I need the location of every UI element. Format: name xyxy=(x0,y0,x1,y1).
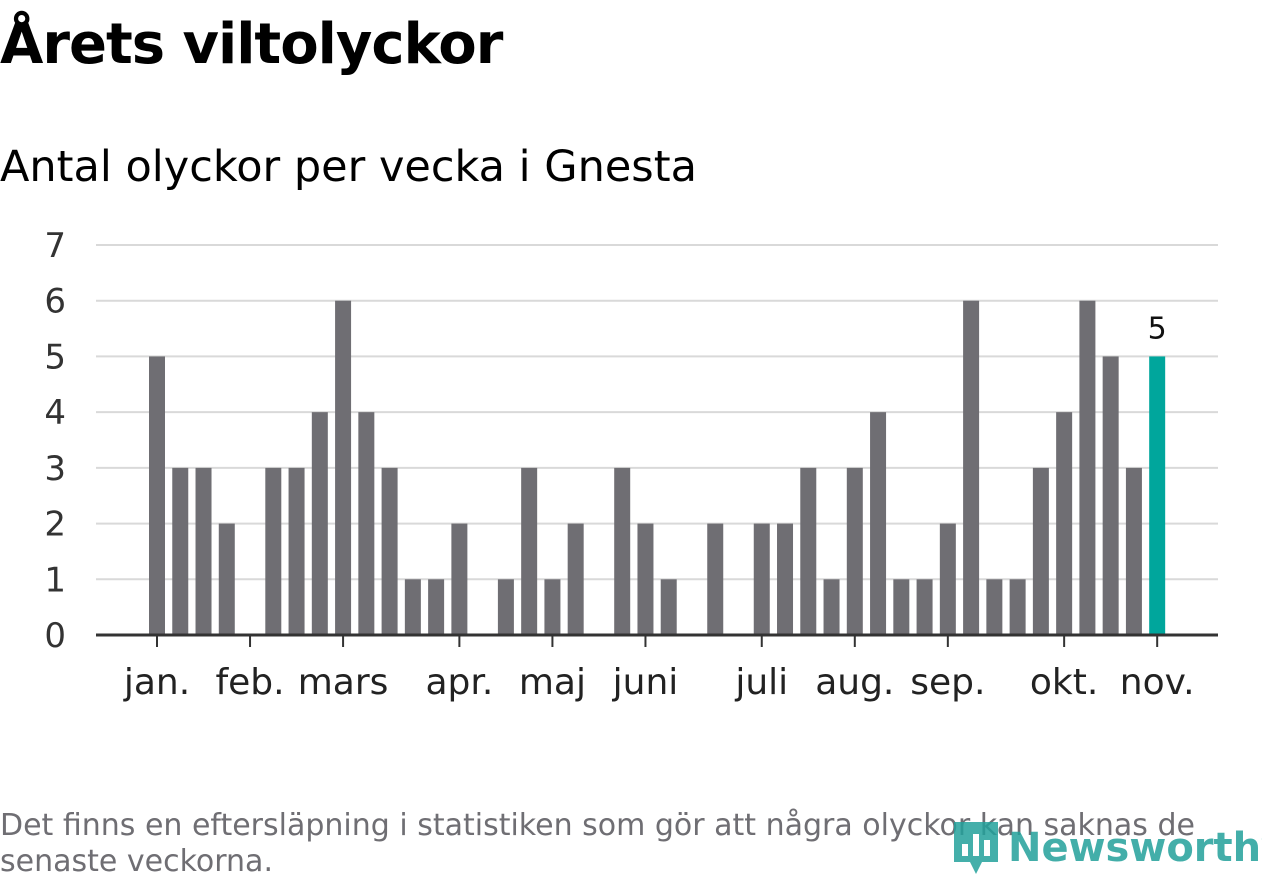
bar-week-1 xyxy=(149,356,165,635)
x-tick-label-0: jan. xyxy=(123,662,190,703)
chart-subtitle: Antal olyckor per vecka i Gnesta xyxy=(0,142,697,192)
bar-week-27 xyxy=(753,523,770,635)
bar-week-42 xyxy=(1102,356,1119,635)
bar-week-29 xyxy=(800,467,817,635)
bar-week-23 xyxy=(660,579,677,635)
bar-week-4 xyxy=(218,523,235,635)
x-tick-label-5: juni xyxy=(612,662,679,703)
bar-week-35 xyxy=(939,523,956,635)
bar-week-25 xyxy=(707,523,724,635)
bar-week-21 xyxy=(614,467,631,635)
bar-chart-pin-icon xyxy=(954,822,998,874)
last-value-label: 5 xyxy=(1148,311,1167,346)
x-tick-label-7: aug. xyxy=(815,662,894,703)
x-tick-label-3: apr. xyxy=(425,662,493,703)
bar-week-31 xyxy=(846,467,863,635)
bar-week-34 xyxy=(916,579,933,635)
bar-week-28 xyxy=(777,523,794,635)
chart-title: Årets viltolyckor xyxy=(0,12,503,77)
newsworthy-logo: Newsworthy xyxy=(950,818,1262,878)
bar-week-18 xyxy=(544,579,561,635)
x-tick-label-6: juli xyxy=(734,662,788,703)
data-labels: 5 xyxy=(1148,311,1167,346)
y-axis-ticks: 0 1 2 3 4 5 6 7 xyxy=(44,226,66,656)
bar-week-13 xyxy=(428,579,445,635)
bar-week-12 xyxy=(404,579,421,635)
bar-week-17 xyxy=(521,467,538,635)
y-tick-label-3: 3 xyxy=(44,449,66,489)
bar-week-11 xyxy=(381,467,398,635)
bar-week-38 xyxy=(1009,579,1026,635)
bar-week-14 xyxy=(451,523,468,635)
bar-week-43 xyxy=(1125,467,1142,635)
bar-week-6 xyxy=(265,467,282,635)
x-tick-label-1: feb. xyxy=(215,662,284,703)
bars xyxy=(149,300,1166,635)
y-tick-label-6: 6 xyxy=(44,282,66,322)
x-tick-label-4: maj xyxy=(519,662,586,703)
bar-week-36 xyxy=(963,300,980,635)
bar-week-37 xyxy=(986,579,1003,635)
bar-week-7 xyxy=(288,467,305,635)
bar-week-30 xyxy=(823,579,840,635)
bar-week-9 xyxy=(335,300,352,635)
y-tick-label-4: 4 xyxy=(44,393,66,433)
bar-week-44 xyxy=(1149,356,1166,635)
logo-text: Newsworthy xyxy=(1008,825,1262,871)
bar-week-10 xyxy=(358,412,375,635)
y-tick-label-1: 1 xyxy=(44,560,66,600)
bar-week-2 xyxy=(172,467,189,635)
bar-week-33 xyxy=(893,579,910,635)
x-tick-label-9: okt. xyxy=(1030,662,1098,703)
bar-week-22 xyxy=(637,523,654,635)
y-tick-label-2: 2 xyxy=(44,505,66,545)
x-tick-label-2: mars xyxy=(298,662,389,703)
bar-week-40 xyxy=(1056,412,1073,635)
y-tick-label-7: 7 xyxy=(44,226,66,266)
gridlines xyxy=(96,244,1218,581)
x-axis: jan. feb. mars apr. maj juni juli aug. sep. okt. n… xyxy=(96,633,1218,703)
bar-week-41 xyxy=(1079,300,1096,635)
bar-week-16 xyxy=(497,579,514,635)
bar-week-32 xyxy=(870,412,887,635)
bar-week-3 xyxy=(195,467,212,635)
bar-week-39 xyxy=(1032,467,1049,635)
bar-week-19 xyxy=(567,523,584,635)
bar-week-8 xyxy=(311,412,328,635)
x-tick-label-10: nov. xyxy=(1120,662,1195,703)
y-tick-label-5: 5 xyxy=(44,337,66,377)
y-tick-label-0: 0 xyxy=(44,616,66,656)
x-tick-label-8: sep. xyxy=(910,662,985,703)
